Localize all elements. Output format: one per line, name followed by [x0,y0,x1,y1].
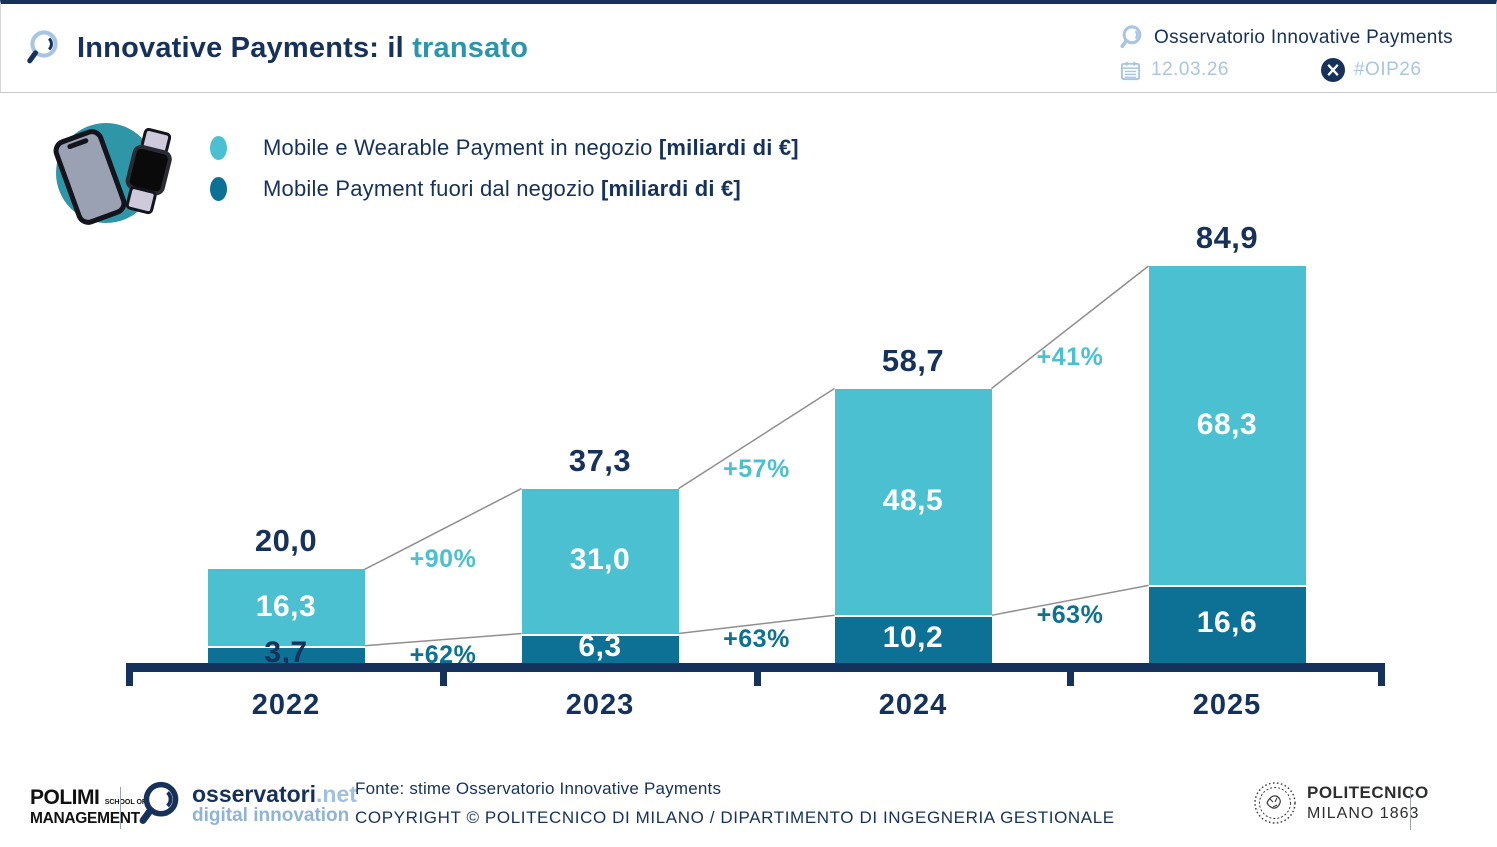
growth-label-bottom-2024: +63% [1036,601,1104,630]
bar-2023-light-value: 31,0 [569,543,631,577]
bar-2024-total-label: 58,7 [881,342,945,378]
polimi-logo: POLIMI SCHOOL OF MANAGEMENT [30,787,146,827]
magnifier-icon [27,30,58,64]
connector-line [364,487,522,571]
growth-label-top-2024: +41% [1036,343,1104,372]
politecnico-line1: POLITECNICO [1307,783,1429,802]
bar-2024-dark-value: 10,2 [882,621,944,655]
osservatori-name: osservatori [192,780,317,807]
x-axis-tick-1 [439,663,447,686]
x-axis-tick-3 [1066,663,1074,686]
politecnico-wordmark: POLITECNICO MILANO 1863 [1307,783,1429,823]
bar-2022-total-label: 20,0 [254,523,318,559]
legend-item-mobile-wearable-in-store: Mobile e Wearable Payment in negozio [mi… [210,133,799,163]
bar-2022-light-value: 16,3 [255,589,317,623]
footer-divider [120,787,121,829]
legend-label-unit: [miliardi di €] [658,135,799,160]
copyright-text: COPYRIGHT © POLITECNICO DI MILANO / DIPA… [355,808,1115,827]
polimi-management: MANAGEMENT [30,810,140,827]
bar-2022-dark-segment [207,645,365,663]
legend-label: Mobile e Wearable Payment in negozio [mi… [263,135,799,161]
legend-dot-light [210,136,227,160]
legend-item-mobile-out-of-store: Mobile Payment fuori dal negozio [miliar… [210,174,799,204]
page-title-highlight: transato [412,31,529,64]
connector-line [991,265,1149,390]
devices-badge [50,119,174,229]
x-axis-label-2023: 2023 [565,689,635,721]
x-axis-label-2025: 2025 [1192,689,1262,721]
footer: POLIMI SCHOOL OF MANAGEMENT osservatori.… [0,765,1497,847]
connector-line [364,632,522,647]
bar-2025-total-label: 84,9 [1195,220,1259,255]
connector-line [678,614,835,635]
x-axis-tick-4 [1377,663,1385,686]
x-axis-tick-0 [125,663,133,686]
bar-2025-light-segment [1148,266,1306,586]
calendar-icon [1120,61,1141,80]
bar-2023-total-label: 37,3 [568,442,632,478]
meta-row: 12.03.26 #OIP26 [1119,58,1479,82]
legend-label-unit: [miliardi di €] [601,176,741,201]
page-title: Innovative Payments: il transato [77,32,528,65]
source-block: Fonte: stime Osservatorio Innovative Pay… [355,779,1115,828]
stacked-bar-chart: +90% +62% +57% +63% +41% +63% 20,0 16,3 3,7 2022 3… [0,210,1497,750]
legend: Mobile e Wearable Payment in negozio [mi… [210,133,799,204]
polimi-school-of: SCHOOL OF [104,799,147,806]
source-text: Fonte: stime Osservatorio Innovative Pay… [355,779,722,798]
magnifier-icon [139,781,179,824]
politecnico-seal-icon [1254,782,1296,824]
footer-divider [1410,790,1411,830]
politecnico-logo: POLITECNICO MILANO 1863 [1253,781,1429,825]
legend-label: Mobile Payment fuori dal negozio [miliar… [263,176,741,202]
magnifier-icon [1120,25,1142,49]
x-axis-tick-2 [753,663,761,686]
growth-label-top-2023: +57% [723,454,790,483]
bar-2024-light-value: 48,5 [882,483,944,517]
bar-2022-light-segment [207,569,365,646]
osservatori-tagline: digital innovation [192,805,350,827]
header: Innovative Payments: il transato Osserva… [0,0,1497,93]
osservatori-wordmark: osservatori.net digital innovation [192,782,357,826]
osservatori-logo: osservatori.net digital innovation [138,779,357,829]
date-text: 12.03.26 [1151,59,1229,80]
bar-2023-light-segment [521,488,679,634]
x-axis-label-2024: 2024 [878,689,948,721]
polimi-name: POLIMI [30,786,100,809]
header-title-group: Innovative Payments: il transato [25,28,528,68]
bar-2025-dark-segment [1148,585,1306,663]
bar-2025-dark-value: 16,6 [1196,606,1258,640]
connector-line [678,387,835,490]
bar-2023-dark-segment [521,633,679,663]
legend-label-text: Mobile e Wearable Payment in negozio [263,135,659,160]
date-group: 12.03.26 [1119,59,1229,82]
hashtag-text: #OIP26 [1353,59,1422,80]
header-brand-block: Osservatorio Innovative Payments 12.03.2… [1119,24,1479,82]
growth-label-top-2022: +90% [409,545,477,574]
bar-2024-dark-segment [834,615,992,663]
connector-lines [364,265,1149,647]
hashtag-group: #OIP26 [1320,58,1422,82]
politecnico-line2: MILANO 1863 [1307,805,1420,822]
osservatori-tld: .net [316,780,357,807]
x-axis-label-2022: 2022 [251,689,321,721]
brand-row: Osservatorio Innovative Payments [1119,24,1479,51]
bar-2023-dark-value: 6,3 [578,630,622,664]
brand-name: Osservatorio Innovative Payments [1154,26,1453,48]
bar-2024-light-segment [834,388,992,616]
connector-line [991,584,1149,617]
growth-label-bottom-2023: +63% [723,625,790,654]
page-title-prefix: Innovative Payments: il [77,31,413,64]
legend-dot-dark [210,177,227,201]
legend-label-text: Mobile Payment fuori dal negozio [263,176,602,201]
x-logo-icon [1320,58,1345,82]
bar-2025-light-value: 68,3 [1196,407,1258,441]
